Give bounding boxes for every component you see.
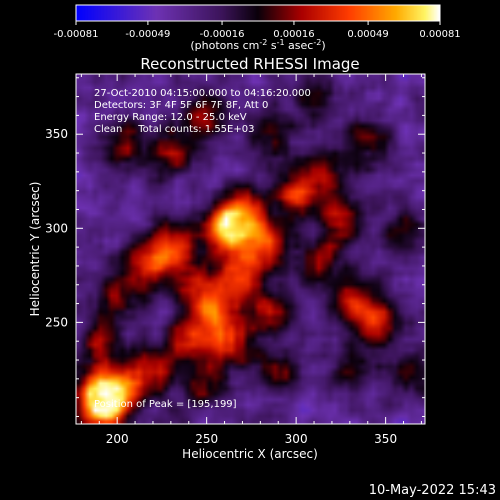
colorbar-tick-label: -0.00016 — [200, 29, 245, 40]
y-axis-label: Heliocentric Y (arcsec) — [28, 182, 42, 317]
colorbar-tick-label: 0.00016 — [273, 29, 314, 40]
annotation-energy-range: Energy Range: 12.0 - 25.0 keV — [94, 112, 247, 123]
footer-timestamp: 10-May-2022 15:43 — [369, 483, 496, 498]
y-tick-label: 250 — [45, 315, 68, 329]
colorbar-tick-label: 0.00049 — [347, 29, 388, 40]
axis-ticks: 200 250 300 350 250 300 350 — [45, 74, 425, 446]
x-axis-label: Heliocentric X (arcsec) — [182, 447, 318, 461]
colorbar-gradient — [76, 5, 440, 21]
annotation-clean-counts: Clean Total counts: 1.55E+03 — [94, 124, 254, 135]
colorbar-tick-label: -0.00081 — [54, 29, 99, 40]
x-tick-label: 300 — [285, 432, 308, 446]
colorbar-tick-label: 0.00081 — [419, 29, 460, 40]
y-tick-label: 300 — [45, 221, 68, 235]
colorbar: -0.00081 -0.00049 -0.00016 0.00016 0.00049 0.… — [54, 4, 461, 52]
colorbar-frame — [75, 4, 441, 22]
colorbar-tick-label: -0.00049 — [125, 29, 170, 40]
chart-title: Reconstructed RHESSI Image — [140, 55, 359, 73]
colorbar-ticks: -0.00081 -0.00049 -0.00016 0.00016 0.00049 0.… — [54, 21, 461, 40]
y-tick-label: 350 — [45, 127, 68, 141]
colorbar-units-label: (photons cm-2 s-1 asec-2) — [190, 38, 325, 52]
plot-frame — [75, 73, 426, 425]
heatmap-image — [76, 74, 425, 424]
x-tick-label: 200 — [106, 432, 129, 446]
annotation-detectors: Detectors: 3F 4F 5F 6F 7F 8F, Att 0 — [94, 100, 268, 111]
x-tick-label: 250 — [195, 432, 218, 446]
annotation-time-range: 27-Oct-2010 04:15:00.000 to 04:16:20.000 — [94, 88, 311, 99]
x-tick-label: 350 — [374, 432, 397, 446]
info-annotations: 27-Oct-2010 04:15:00.000 to 04:16:20.000… — [94, 88, 311, 135]
peak-position-label: Position of Peak = [195,199] — [94, 399, 237, 410]
